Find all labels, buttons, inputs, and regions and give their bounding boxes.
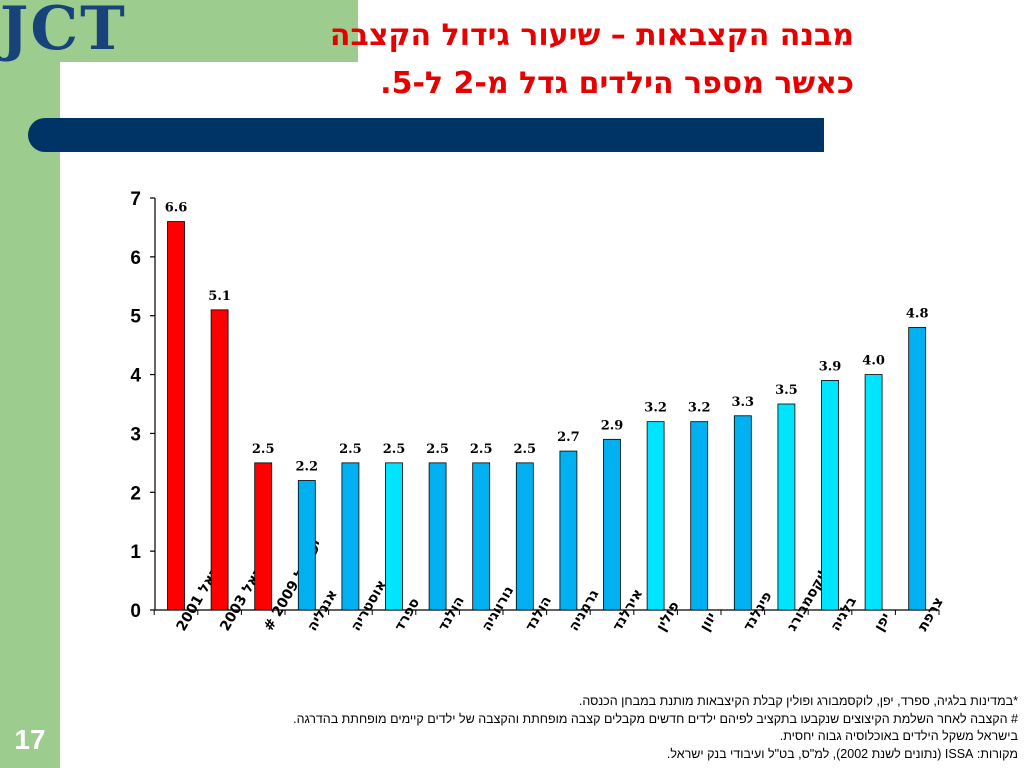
bar [603, 438, 621, 611]
bar [472, 462, 491, 611]
value-label: 2.5 [339, 442, 362, 457]
footnote-weight: בישראל משקל הילדים באוכלוסיה גבוה יחסית. [779, 729, 1018, 743]
footnote-sources: מקורות: ISSA (נתונים לשנת 2002), למ"ס, ב… [666, 746, 1018, 761]
value-label: 2.5 [470, 442, 493, 457]
footnotes: *במדינות בלגיה, ספרד, יפן, לוקסמבורג ופו… [198, 693, 1018, 763]
footnote-cuts: # הקצבה לאחר השלמת הקיצוצים שנקבעו בתקצי… [293, 711, 1018, 726]
value-label: 2.9 [601, 418, 624, 433]
logo-text: JCT [0, 0, 127, 64]
bar [254, 462, 273, 611]
bar [167, 221, 185, 611]
value-label: 6.6 [165, 201, 188, 216]
value-label: 2.5 [252, 442, 275, 457]
y-tick-label: 3 [130, 424, 141, 445]
y-tick-label: 7 [130, 189, 141, 210]
page-number: 17 [14, 724, 46, 755]
y-tick-label: 5 [130, 307, 141, 328]
header-green [0, 0, 358, 62]
jct-logo: JCT [0, 0, 150, 64]
bar [821, 380, 839, 611]
category-label: יפן [871, 610, 894, 634]
y-tick-label: 1 [130, 542, 141, 563]
value-label: 2.5 [383, 442, 406, 457]
bar [297, 480, 316, 611]
value-label: 2.2 [295, 460, 318, 475]
value-label: 3.2 [688, 401, 711, 416]
value-label: 4.8 [906, 306, 929, 321]
footnote-income-test: *במדינות בלגיה, ספרד, יפן, לוקסמבורג ופו… [578, 694, 1018, 708]
bar [646, 421, 665, 611]
bar [777, 403, 796, 611]
value-label: 3.9 [819, 359, 842, 374]
value-label: 5.1 [208, 289, 231, 304]
bar [210, 309, 229, 611]
bar [559, 450, 578, 611]
value-label: 3.2 [644, 401, 667, 416]
value-label: 3.3 [731, 395, 754, 410]
slide-title-line-1: מבנה הקצבאות – שיעור גידול הקצבה [329, 18, 854, 53]
bar [515, 462, 534, 611]
bar [908, 327, 927, 611]
slide-title-line-2: כאשר מספר הילדים גדל מ-2 ל-5. [380, 66, 854, 101]
value-label: 2.5 [513, 442, 536, 457]
y-tick-label: 2 [130, 483, 141, 504]
bar [733, 415, 752, 611]
bar [690, 421, 709, 611]
value-label: 2.7 [557, 430, 580, 445]
y-tick-label: 0 [130, 601, 141, 622]
title-underline-bar [28, 118, 824, 152]
bar [385, 462, 403, 611]
y-tick-label: 6 [130, 248, 141, 269]
value-label: 4.0 [862, 354, 885, 369]
bar [864, 374, 883, 611]
value-label: 2.5 [426, 442, 449, 457]
category-label: יוון [697, 610, 720, 634]
value-label: 3.5 [775, 383, 798, 398]
bar [341, 462, 360, 611]
bar [428, 462, 447, 611]
y-tick-label: 4 [130, 366, 141, 387]
